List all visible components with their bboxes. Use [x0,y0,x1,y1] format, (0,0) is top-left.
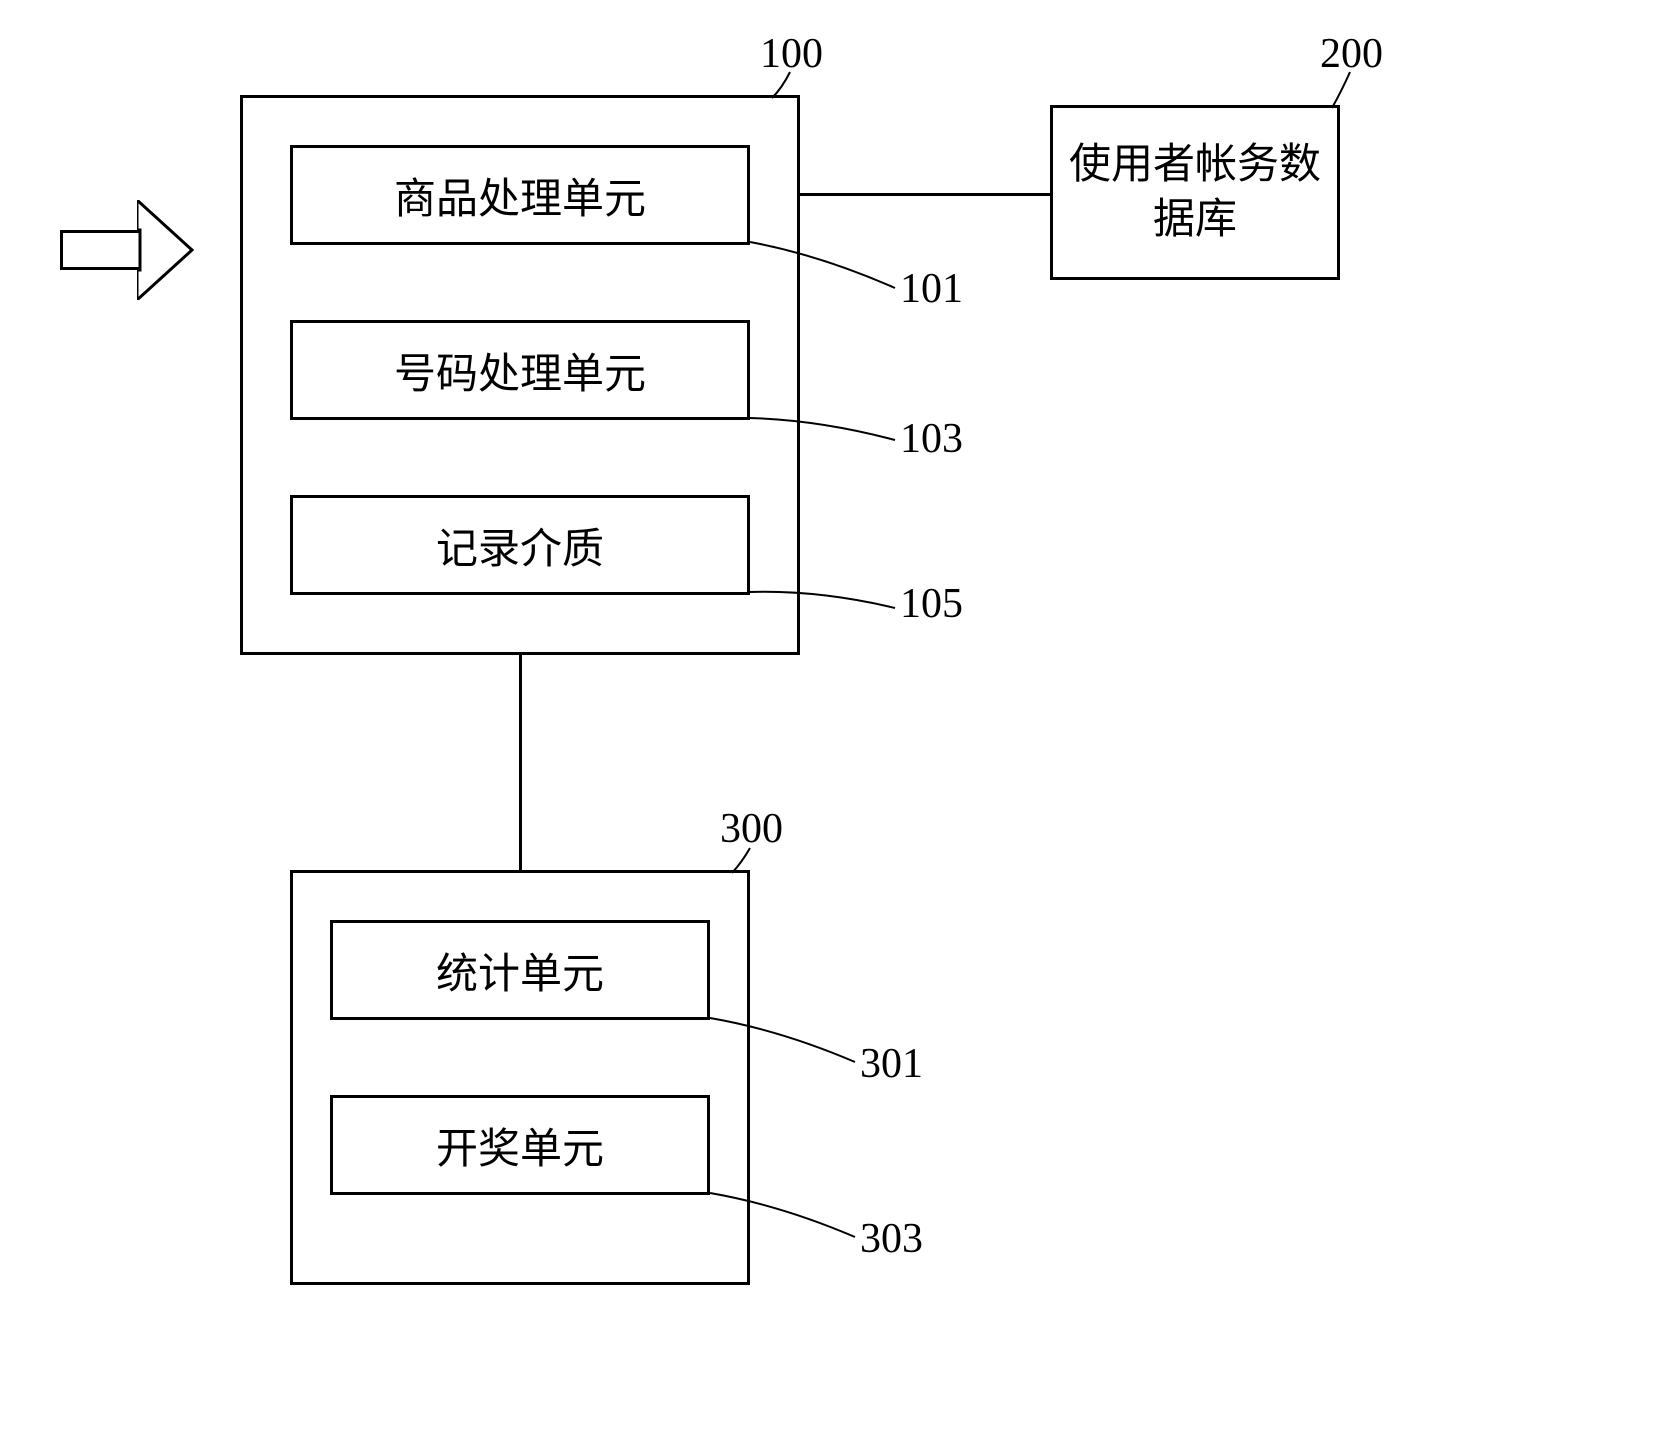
leader-303 [0,0,1668,1443]
